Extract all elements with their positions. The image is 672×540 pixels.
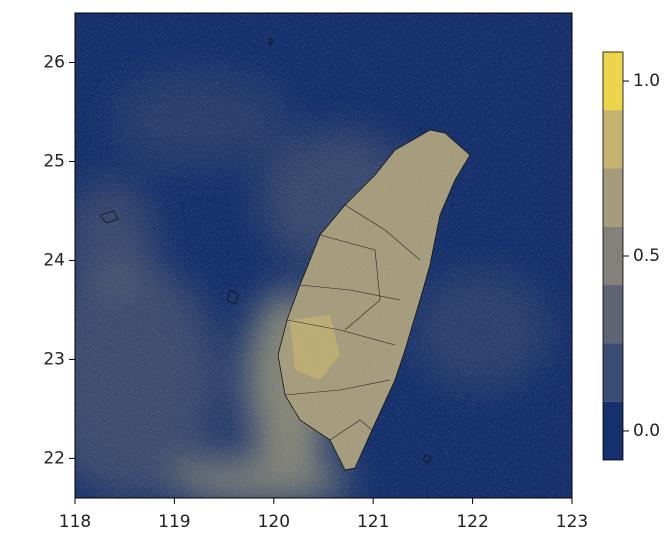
y-tick-label: 26 (43, 52, 65, 72)
colorbar-segment (603, 110, 623, 169)
colorbar-tick-label: 0.5 (633, 246, 660, 266)
colorbar-tick-label: 1.0 (633, 71, 660, 91)
colorbar-segment (603, 168, 623, 227)
x-tick-label: 122 (456, 512, 488, 532)
colorbar-segment (603, 226, 623, 286)
colorbar-segment (603, 52, 623, 111)
y-tick-label: 22 (43, 448, 65, 468)
colorbar-tick-label: 0.0 (633, 421, 660, 441)
x-tick-label: 121 (357, 512, 389, 532)
y-tick-label: 25 (43, 151, 65, 171)
y-tick-label: 24 (43, 250, 65, 270)
colorbar-segment (603, 401, 623, 460)
map-field (75, 13, 572, 498)
x-tick-label: 119 (158, 512, 190, 532)
x-tick-label: 120 (258, 512, 290, 532)
plot-frame (74, 12, 573, 499)
y-tick-label: 23 (43, 349, 65, 369)
x-tick-label: 123 (556, 512, 588, 532)
colorbar-segment (603, 285, 623, 344)
speckle-texture (75, 13, 572, 498)
x-tick-label: 118 (59, 512, 91, 532)
colorbar-segment (603, 343, 623, 402)
